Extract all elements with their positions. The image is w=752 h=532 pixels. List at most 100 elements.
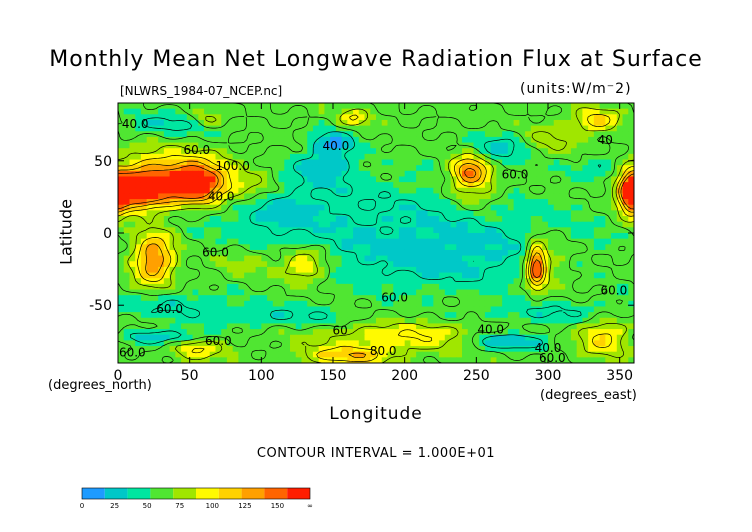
field-cell (376, 165, 383, 172)
field-cell (123, 317, 131, 325)
field-cell (129, 323, 136, 330)
field-cell (238, 278, 245, 285)
field-cell (347, 176, 354, 183)
field-cell (358, 244, 366, 251)
field-cell (221, 227, 228, 234)
field-cell (123, 266, 131, 274)
field-cell (416, 255, 423, 262)
field-cell (599, 340, 606, 347)
field-cell (123, 323, 131, 330)
field-cell (284, 142, 291, 149)
field-cell (439, 131, 446, 138)
field-cell (599, 233, 606, 240)
field-cell (416, 204, 423, 211)
field-cell (307, 216, 314, 223)
field-cell (519, 199, 526, 206)
field-cell (284, 187, 291, 195)
field-cell (473, 317, 480, 325)
field-cell (204, 131, 211, 138)
field-cell (347, 334, 354, 341)
field-cell (135, 283, 142, 291)
field-cell (490, 244, 497, 251)
field-cell (307, 261, 314, 268)
field-cell (272, 227, 280, 234)
field-cell (135, 170, 142, 178)
field-cell (301, 334, 308, 341)
field-cell (307, 108, 314, 115)
field-cell (209, 300, 217, 308)
field-cell (616, 119, 624, 127)
field-cell (330, 165, 337, 172)
field-cell (387, 300, 394, 308)
field-cell (364, 238, 371, 245)
field-cell (140, 295, 148, 302)
field-cell (244, 187, 251, 195)
field-cell (272, 306, 280, 313)
field-cell (181, 125, 188, 132)
field-cell (433, 199, 440, 206)
field-cell (324, 244, 331, 251)
field-cell (605, 159, 612, 166)
field-cell (330, 249, 337, 257)
field-cell (238, 159, 245, 166)
field-cell (118, 334, 125, 341)
field-cell (152, 334, 159, 341)
field-cell (444, 289, 452, 296)
field-cell (536, 227, 543, 234)
field-cell (198, 346, 205, 353)
field-cell (519, 216, 526, 223)
field-cell (301, 221, 308, 228)
field-cell (238, 357, 245, 363)
field-cell (490, 227, 497, 234)
field-cell (140, 176, 148, 183)
field-cell (450, 329, 457, 336)
field-cell (484, 323, 492, 330)
field-cell (507, 148, 515, 155)
field-cell (198, 351, 205, 358)
field-cell (542, 306, 549, 313)
field-cell (169, 317, 176, 325)
field-cell (404, 244, 411, 251)
field-cell (318, 244, 325, 251)
field-cell (301, 176, 308, 183)
field-cell (502, 119, 509, 127)
field-cell (370, 312, 377, 319)
field-cell (490, 199, 497, 206)
field-cell (244, 153, 251, 161)
colorbar-swatch (218, 488, 242, 499)
field-cell (307, 176, 314, 183)
field-cell (255, 227, 262, 234)
field-cell (404, 119, 411, 127)
field-cell (496, 221, 503, 228)
field-cell (393, 340, 400, 347)
field-cell (479, 165, 486, 172)
field-cell (507, 340, 515, 347)
field-cell (169, 312, 176, 319)
field-cell (496, 210, 503, 217)
field-cell (559, 187, 566, 195)
field-cell (152, 266, 159, 274)
field-cell (295, 216, 303, 223)
field-cell (599, 306, 606, 313)
field-cell (416, 221, 423, 228)
field-cell (582, 136, 589, 144)
contour-label: 40.0 (535, 341, 562, 355)
field-cell (226, 119, 234, 127)
field-cell (628, 300, 634, 308)
field-cell (404, 334, 411, 341)
field-cell (364, 317, 371, 325)
field-cell (530, 312, 538, 319)
field-cell (570, 329, 578, 336)
field-cell (553, 216, 561, 223)
field-cell (565, 238, 572, 245)
field-cell (249, 114, 257, 121)
field-cell (221, 221, 228, 228)
field-cell (519, 351, 526, 358)
field-cell (209, 317, 217, 325)
field-cell (364, 334, 371, 341)
field-cell (570, 272, 578, 279)
field-cell (163, 351, 171, 358)
field-cell (284, 233, 291, 240)
field-cell (221, 199, 228, 206)
field-cell (416, 131, 423, 138)
